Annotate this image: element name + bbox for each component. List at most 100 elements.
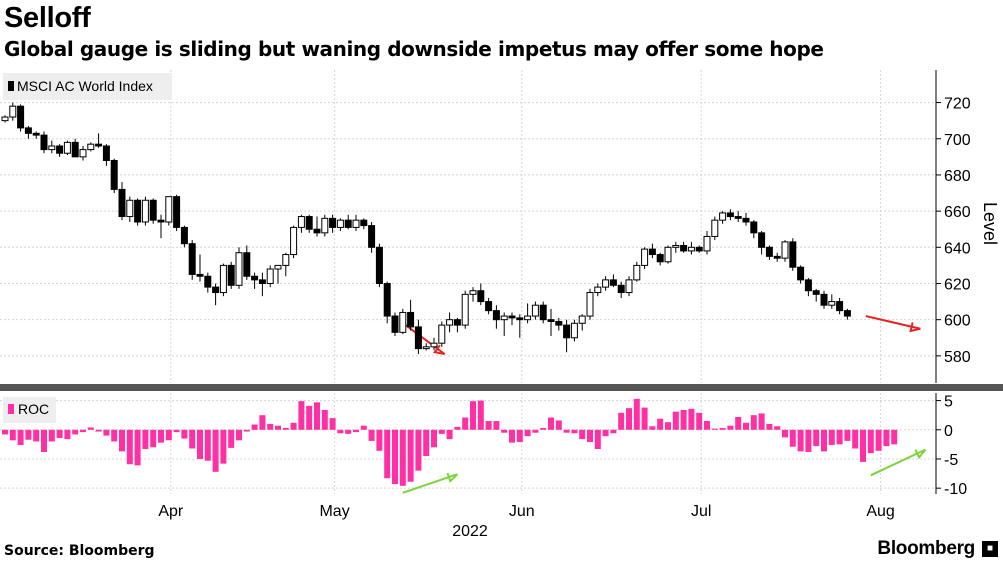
candle-body-up	[321, 217, 329, 234]
candle	[391, 312, 399, 336]
candle-body-up	[336, 219, 344, 228]
candle	[336, 218, 344, 232]
candle	[102, 144, 110, 166]
roc-bar	[626, 408, 632, 430]
roc-bar	[119, 429, 125, 452]
candle	[297, 214, 305, 233]
roc-bar	[17, 429, 24, 445]
candle-body-down	[539, 304, 547, 321]
roc-bar	[126, 429, 133, 465]
green-arrow	[870, 448, 927, 477]
candle-body-up	[141, 199, 149, 223]
candle-body-down	[40, 134, 48, 151]
roc-bar	[618, 412, 625, 430]
candle	[40, 131, 48, 154]
roc-bar	[470, 401, 476, 430]
roc-bar	[805, 429, 812, 452]
roc-bar	[72, 429, 79, 435]
candle	[17, 104, 25, 132]
candle	[399, 308, 407, 335]
candle	[563, 319, 571, 353]
candle	[414, 319, 422, 355]
candle-body-down	[102, 145, 110, 161]
roc-bar	[657, 418, 664, 430]
roc-y-tick-label: 5	[944, 394, 953, 411]
roc-bar	[594, 429, 601, 450]
candle-body-down	[17, 105, 25, 129]
candle	[204, 272, 212, 293]
candle-body-down	[648, 248, 656, 256]
candle-body-down	[329, 217, 337, 228]
candle-body-down	[32, 132, 40, 136]
candle-body-down	[243, 252, 251, 277]
roc-bar	[329, 418, 336, 430]
candle-body-up	[602, 279, 610, 288]
price-y-tick-label: 660	[944, 204, 971, 221]
roc-bar	[672, 411, 679, 430]
red-arrow	[405, 324, 446, 356]
candle	[555, 317, 563, 331]
candle	[9, 102, 17, 121]
x-axis-year-label: 2022	[452, 523, 488, 540]
roc-bar	[290, 422, 297, 430]
roc-bar	[243, 429, 250, 432]
roc-bar	[493, 421, 500, 430]
roc-bar	[64, 429, 71, 440]
candle-body-up	[641, 248, 649, 266]
candle	[305, 214, 313, 233]
candle	[141, 196, 149, 226]
roc-bar	[376, 429, 383, 451]
candle-body-down	[726, 212, 734, 218]
roc-bar	[719, 428, 726, 430]
candle-body-down	[110, 159, 118, 190]
candle-body-down	[516, 317, 524, 321]
candle	[516, 314, 524, 338]
candle	[570, 319, 578, 342]
candle-body-down	[313, 228, 321, 234]
roc-bar	[571, 429, 578, 434]
roc-legend-swatch	[8, 404, 14, 414]
candle-body-up	[446, 319, 454, 326]
roc-bar	[407, 429, 414, 482]
candle	[508, 312, 516, 326]
roc-bar	[345, 429, 352, 434]
candle-body-down	[843, 310, 851, 317]
roc-bar	[680, 409, 687, 430]
x-tick-label: Jul	[691, 503, 711, 520]
candle	[243, 245, 251, 280]
candle-body-down	[157, 219, 165, 223]
candle	[703, 231, 711, 255]
candle	[773, 252, 781, 262]
candle-body-down	[227, 264, 235, 286]
roc-bar	[758, 413, 765, 430]
roc-bar	[610, 429, 617, 434]
roc-bar	[735, 416, 742, 430]
candle-body-up	[266, 268, 274, 284]
candle-body-up	[282, 254, 290, 266]
roc-bar	[48, 429, 55, 442]
candle-body-up	[469, 290, 477, 295]
candle-body-down	[407, 311, 415, 328]
roc-bar	[579, 429, 586, 440]
candle-body-up	[524, 315, 532, 321]
candle-body-down	[734, 216, 742, 219]
green-arrow-head	[446, 472, 459, 484]
candle-body-down	[820, 293, 828, 306]
candle	[1, 115, 9, 123]
roc-bar	[25, 429, 32, 440]
candle	[87, 142, 95, 152]
candle-body-down	[453, 319, 461, 326]
red-arrow	[865, 315, 921, 333]
roc-bar	[267, 423, 274, 430]
roc-bar	[696, 412, 703, 430]
roc-bar	[516, 429, 523, 443]
roc-bar	[509, 429, 515, 443]
candle-body-up	[235, 252, 243, 286]
candle-body-up	[719, 212, 727, 221]
candle-body-down	[555, 320, 563, 326]
roc-panel: ROC 5 0 -5 -10	[0, 393, 967, 498]
candle	[368, 221, 376, 253]
roc-bar	[774, 426, 781, 430]
candle	[781, 240, 789, 262]
candle	[110, 158, 118, 194]
